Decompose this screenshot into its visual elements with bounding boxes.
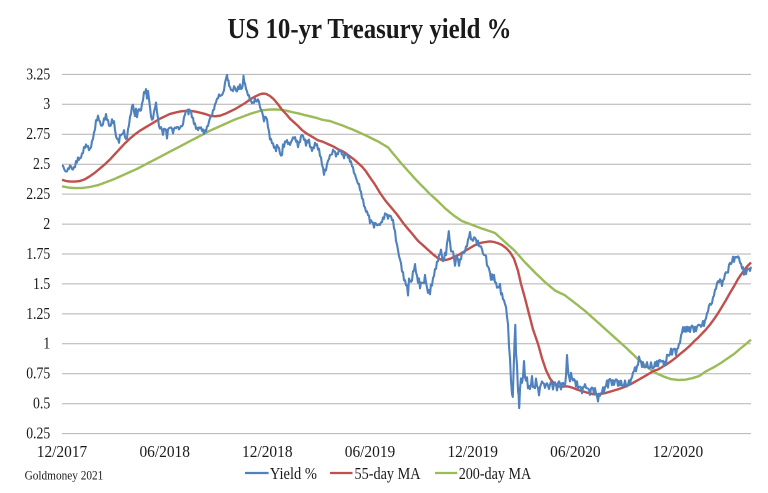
svg-text:200-day MA: 200-day MA (459, 464, 532, 483)
svg-text:0.75: 0.75 (26, 364, 50, 383)
svg-text:55-day MA: 55-day MA (355, 464, 422, 483)
svg-text:12/2017: 12/2017 (37, 442, 88, 461)
svg-text:12/2020: 12/2020 (653, 442, 704, 461)
svg-text:US 10-yr Treasury yield %: US 10-yr Treasury yield % (228, 14, 512, 45)
svg-text:0.25: 0.25 (26, 424, 50, 443)
svg-text:2.75: 2.75 (26, 124, 50, 143)
svg-text:12/2019: 12/2019 (447, 442, 498, 461)
svg-text:Goldmoney 2021: Goldmoney 2021 (25, 469, 104, 483)
svg-text:06/2018: 06/2018 (139, 442, 190, 461)
svg-text:0.5: 0.5 (33, 394, 50, 413)
svg-text:2.25: 2.25 (26, 184, 50, 203)
svg-text:06/2020: 06/2020 (550, 442, 601, 461)
svg-text:1.75: 1.75 (26, 244, 50, 263)
svg-text:3.25: 3.25 (26, 64, 50, 83)
svg-text:1.25: 1.25 (26, 304, 50, 323)
svg-text:1: 1 (43, 334, 50, 353)
svg-text:Yield %: Yield % (270, 464, 317, 483)
svg-text:3: 3 (43, 94, 50, 113)
svg-text:2: 2 (43, 214, 50, 233)
svg-text:1.5: 1.5 (33, 274, 50, 293)
svg-text:2.5: 2.5 (33, 154, 50, 173)
svg-text:06/2019: 06/2019 (345, 442, 396, 461)
svg-text:12/2018: 12/2018 (242, 442, 293, 461)
